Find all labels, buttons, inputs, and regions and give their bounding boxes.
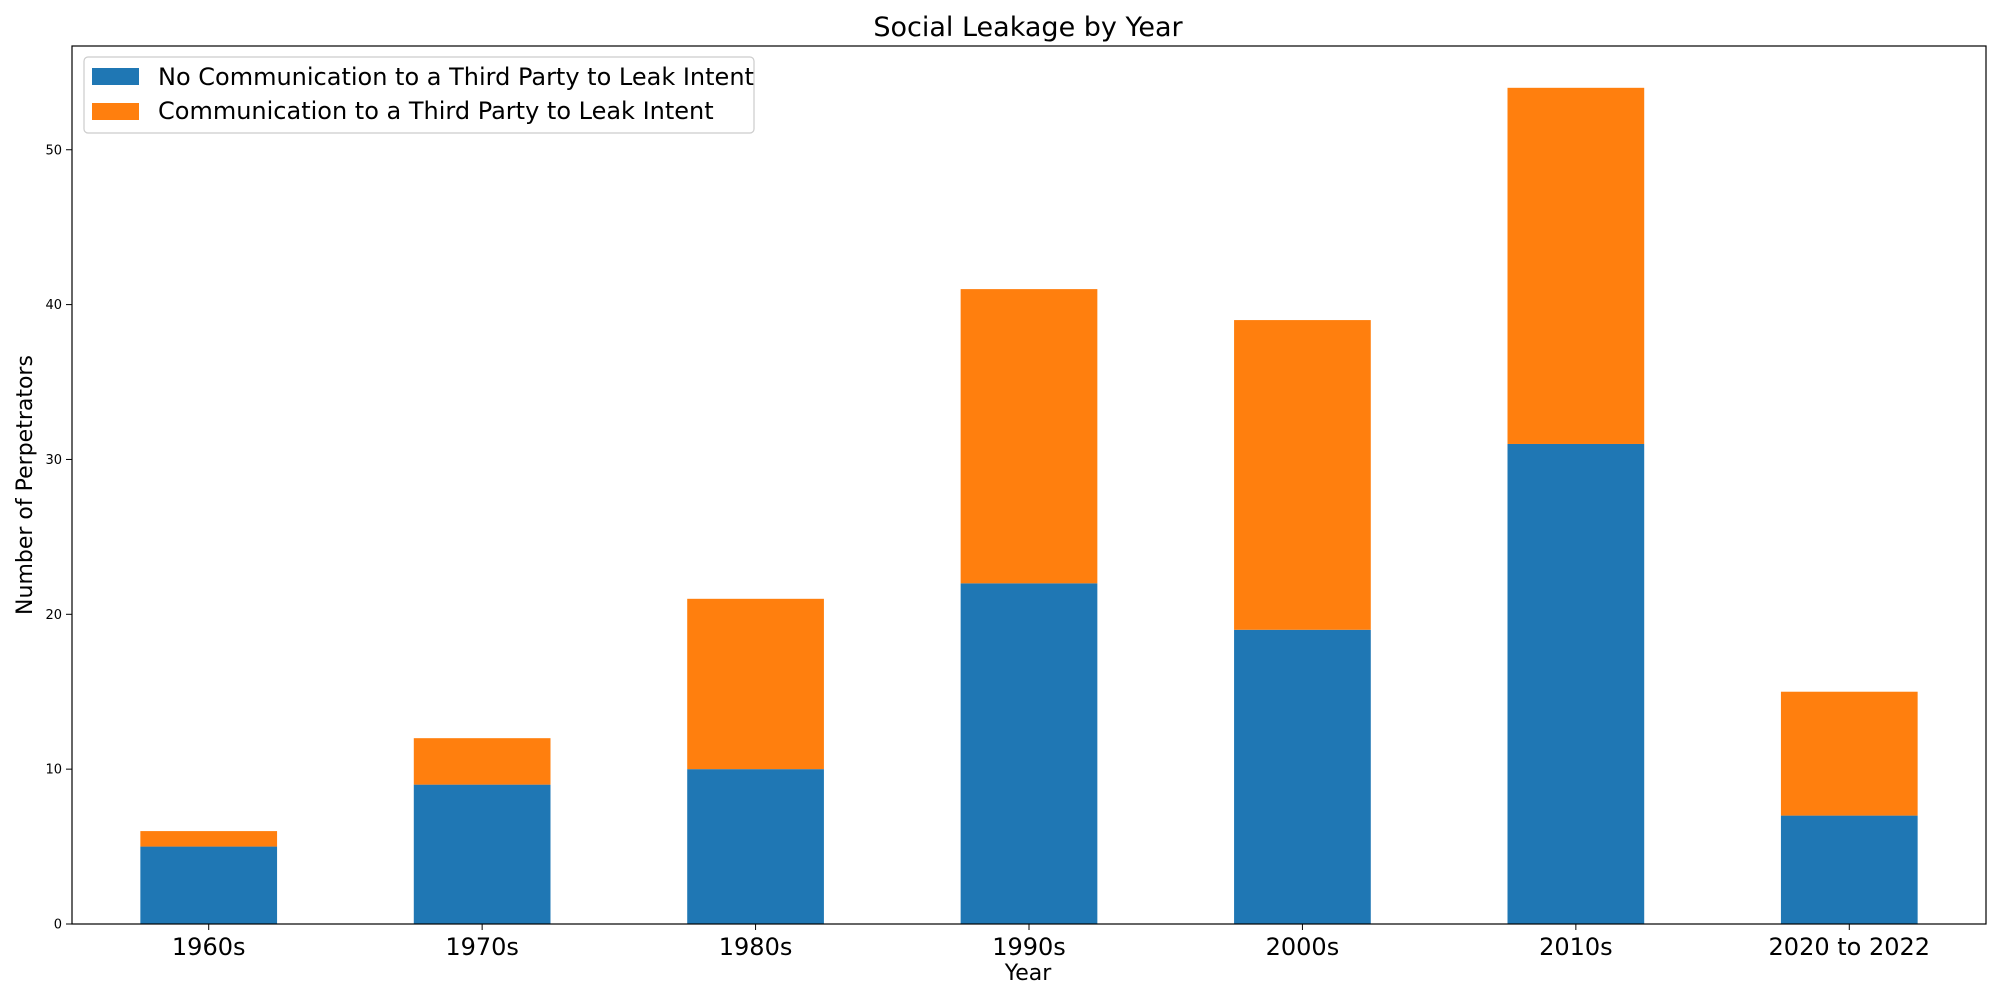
legend-frame xyxy=(83,56,755,134)
y-axis-ticks: 0 10 20 30 40 50 xyxy=(45,143,72,933)
bar-no-communication-1960s xyxy=(140,846,278,924)
bar-no-communication-2010s xyxy=(1507,443,1645,924)
x-tick-label-1980s: 1980s xyxy=(719,933,793,961)
chart-title: Social Leakage by Year xyxy=(873,12,1183,43)
plot-frame xyxy=(71,45,1987,925)
bar-no-communication-1970s xyxy=(413,784,551,924)
x-tick-label-1990s: 1990s xyxy=(992,933,1066,961)
bar-communication-1970s xyxy=(413,738,551,785)
legend-swatch-communication xyxy=(92,103,139,120)
legend-swatch-no-communication xyxy=(92,68,139,85)
bar-no-communication-1990s xyxy=(960,583,1098,924)
bar-no-communication-2000s xyxy=(1234,629,1371,924)
y-tick-label-30: 30 xyxy=(45,453,62,468)
legend: No Communication to a Third Party to Lea… xyxy=(83,56,755,134)
bar-communication-1990s xyxy=(960,289,1098,584)
y-tick-label-50: 50 xyxy=(45,143,62,158)
y-axis-label: Number of Perpetrators xyxy=(13,355,38,615)
x-tick-label-2010s: 2010s xyxy=(1539,933,1613,961)
y-tick-label-10: 10 xyxy=(45,763,62,778)
bar-communication-1980s xyxy=(687,598,824,770)
y-tick-label-0: 0 xyxy=(54,918,62,933)
legend-label-no-communication: No Communication to a Third Party to Lea… xyxy=(158,63,754,91)
legend-label-communication: Communication to a Third Party to Leak I… xyxy=(158,97,714,125)
y-tick-label-20: 20 xyxy=(45,608,62,623)
bar-communication-2020-to-2022 xyxy=(1780,691,1918,816)
bar-communication-1960s xyxy=(140,831,278,847)
x-tick-label-1970s: 1970s xyxy=(445,933,519,961)
x-axis-ticks: 1960s 1970s 1980s 1990s 2000s 2010s 2020 to 20… xyxy=(172,924,1930,961)
y-tick-label-40: 40 xyxy=(45,298,62,313)
x-tick-label-1960s: 1960s xyxy=(172,933,246,961)
x-axis-label: Year xyxy=(1004,961,1053,986)
bar-no-communication-1980s xyxy=(687,769,824,924)
bar-no-communication-2020-to-2022 xyxy=(1780,815,1918,924)
x-tick-label-2000s: 2000s xyxy=(1266,933,1340,961)
x-tick-label-2020-to-2022: 2020 to 2022 xyxy=(1769,933,1931,961)
bars-group xyxy=(140,87,1918,924)
bar-communication-2010s xyxy=(1507,87,1645,444)
bar-communication-2000s xyxy=(1234,320,1371,630)
